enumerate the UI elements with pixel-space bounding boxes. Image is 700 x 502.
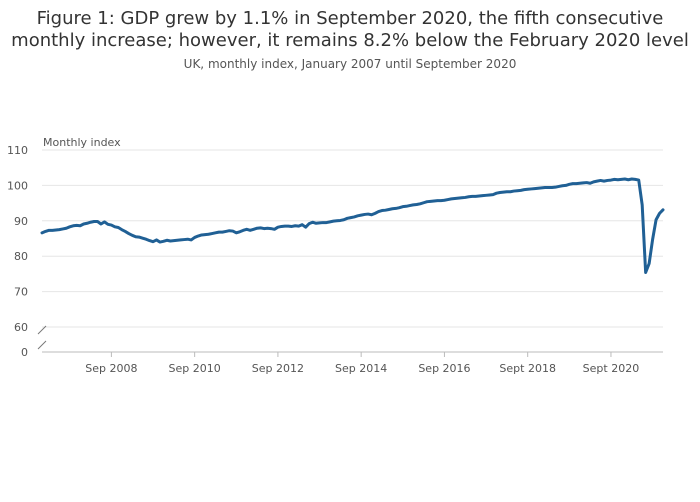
chart-title: Figure 1: GDP grew by 1.1% in September … — [11, 8, 689, 51]
y-tick-label: 0 — [21, 346, 28, 359]
y-tick-label: 70 — [14, 286, 28, 299]
x-tick-label: Sept 2018 — [499, 362, 556, 375]
x-tick-label: Sep 2010 — [169, 362, 221, 375]
axis-break-mark — [37, 325, 47, 335]
y-tick-label: 110 — [7, 144, 28, 157]
x-tick-label: Sep 2008 — [85, 362, 137, 375]
chart-subtitle: UK, monthly index, January 2007 until Se… — [183, 57, 517, 71]
axis-break-mark — [37, 340, 47, 350]
y-tick-label: 60 — [14, 321, 28, 334]
x-tick-label: Sep 2014 — [335, 362, 387, 375]
y-tick-label: 90 — [14, 215, 28, 228]
x-tick-label: Sep 2012 — [252, 362, 304, 375]
gdp-index-line[interactable] — [40, 177, 665, 274]
x-tick-label: Sept 2020 — [583, 362, 640, 375]
y-axis-label: Monthly index — [43, 136, 121, 149]
y-tick-label: 80 — [14, 250, 28, 263]
x-tick-label: Sep 2016 — [418, 362, 470, 375]
y-tick-label: 100 — [7, 179, 28, 192]
